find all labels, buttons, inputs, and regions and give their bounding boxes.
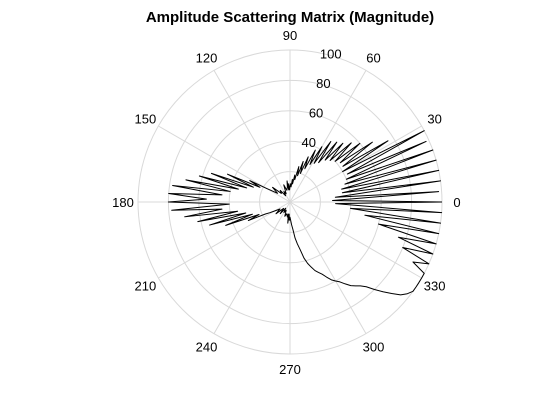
angular-tick-label: 120 xyxy=(196,50,218,65)
angular-tick-label: 330 xyxy=(424,279,446,294)
angular-tick-label: 300 xyxy=(363,340,385,355)
angular-grid-spoke xyxy=(213,201,291,334)
angular-grid-spoke xyxy=(158,201,291,279)
radial-tick-label: 100 xyxy=(320,47,342,62)
angular-tick-label: 30 xyxy=(427,112,441,127)
angular-grid-spoke xyxy=(289,70,367,203)
data-series xyxy=(167,130,443,296)
angular-grid-spoke xyxy=(289,201,422,279)
angular-grid-spoke xyxy=(289,125,422,203)
angular-tick-label: 240 xyxy=(196,340,218,355)
angular-grid-spoke xyxy=(289,201,367,334)
angular-tick-label: 270 xyxy=(279,362,301,377)
angular-tick-label: 180 xyxy=(112,195,134,210)
polar-grid xyxy=(137,49,443,355)
series-line xyxy=(167,130,443,296)
radial-tick-label: 80 xyxy=(316,76,330,91)
angular-tick-label: 90 xyxy=(283,28,297,43)
angular-tick-label: 150 xyxy=(135,112,157,127)
tick-labels: 0 30 60 90 120 150 180 210 240 270 300 330 40 60 80 100 xyxy=(112,28,460,377)
chart-title: Amplitude Scattering Matrix (Magnitude) xyxy=(146,9,434,26)
angular-tick-label: 60 xyxy=(366,50,380,65)
radial-tick-label: 60 xyxy=(309,106,323,121)
angular-tick-label: 210 xyxy=(135,279,157,294)
radial-tick-label: 40 xyxy=(301,135,315,150)
angular-grid-spoke xyxy=(213,70,291,203)
angular-tick-label: 0 xyxy=(453,195,460,210)
